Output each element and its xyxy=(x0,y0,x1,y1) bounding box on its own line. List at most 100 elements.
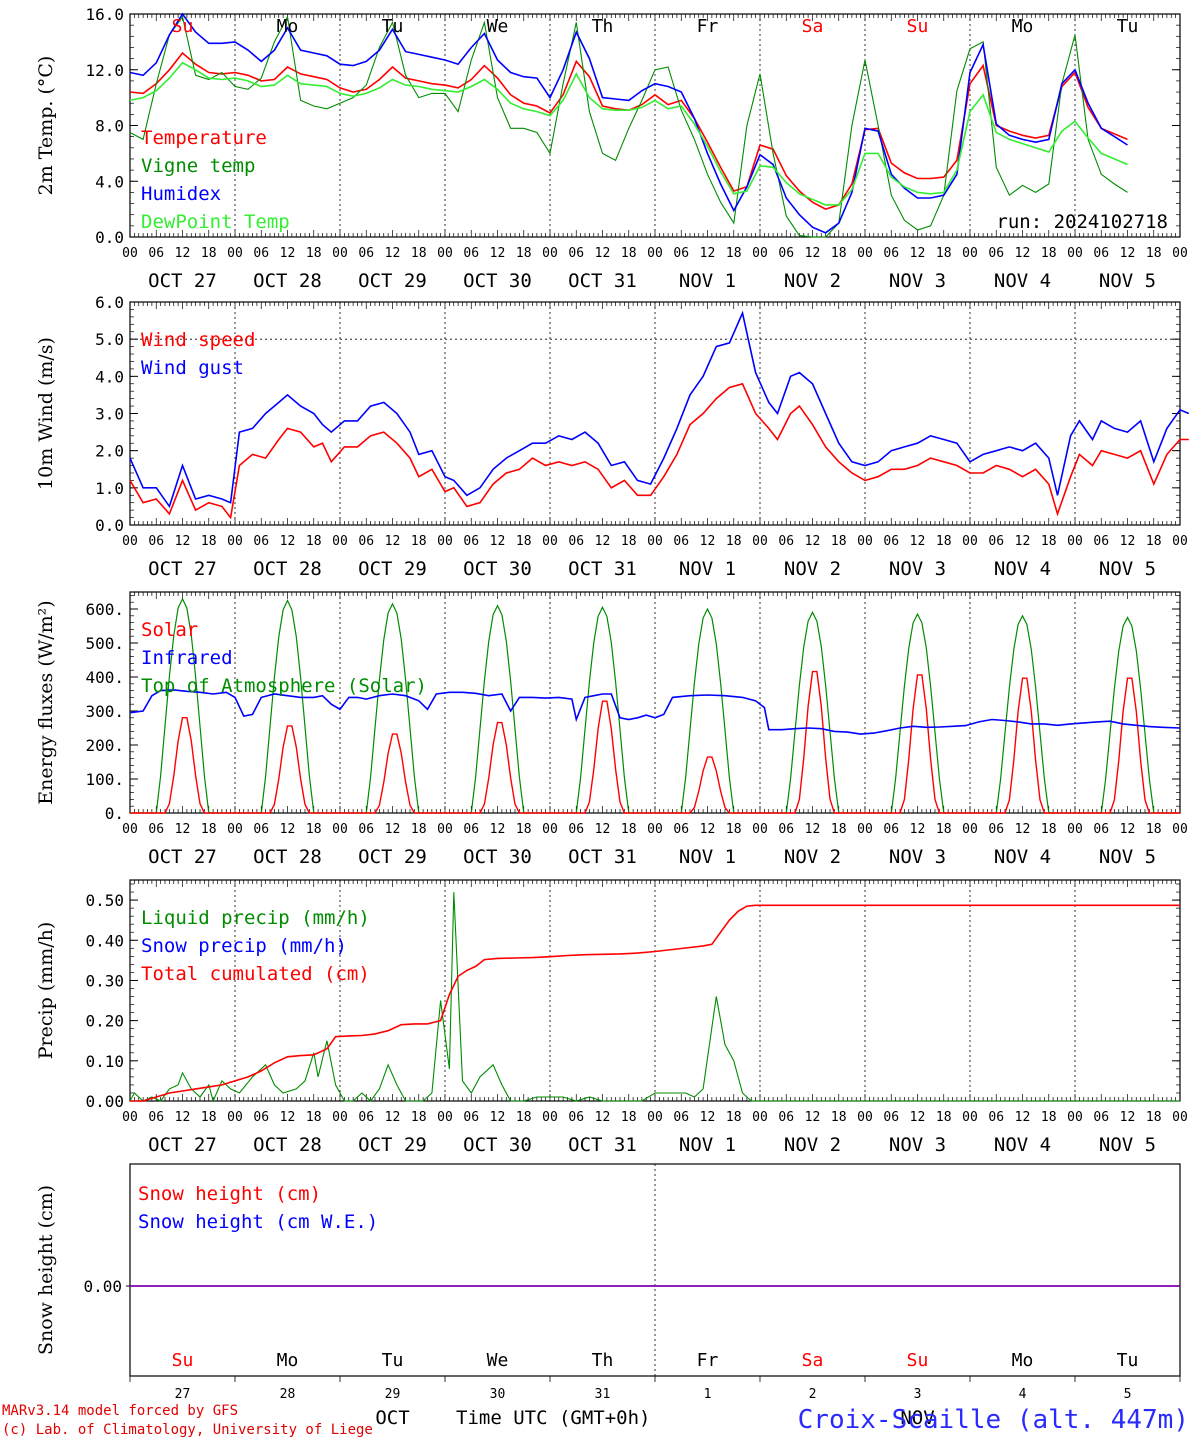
hour-label: 12 xyxy=(1120,534,1136,549)
y-tick-label: 600. xyxy=(85,600,124,619)
legend-entry: Wind speed xyxy=(141,329,255,351)
date-label: OCT 29 xyxy=(358,1134,427,1156)
hour-label: 12 xyxy=(595,822,611,837)
hour-label: 12 xyxy=(175,822,191,837)
weekday-label: Su xyxy=(172,1350,194,1371)
weekday-label: Mo xyxy=(277,1350,299,1371)
hour-label: 00 xyxy=(1067,246,1083,261)
hour-label: 18 xyxy=(726,822,742,837)
date-label: NOV 1 xyxy=(679,558,736,580)
hour-label: 06 xyxy=(148,1110,164,1125)
hour-label: 00 xyxy=(332,822,348,837)
legend-entry: Humidex xyxy=(141,183,221,205)
date-label: OCT 31 xyxy=(568,270,637,292)
hour-label: 06 xyxy=(883,822,899,837)
hour-label: 06 xyxy=(463,1110,479,1125)
hour-label: 18 xyxy=(201,534,217,549)
hour-label: 00 xyxy=(1067,534,1083,549)
date-label: NOV 1 xyxy=(679,846,736,868)
y-tick-label: 8.0 xyxy=(95,117,124,136)
hour-label: 00 xyxy=(122,246,138,261)
series-total-cumulated-cm- xyxy=(130,904,1180,1102)
panel-4: 0.00 0.10 0.20 0.30 0.40 0.50 Precip (mm/h) Liq… xyxy=(35,879,1188,1156)
hour-label: 06 xyxy=(463,534,479,549)
y-tick-label: 100. xyxy=(85,770,124,789)
weekday-label: Mo xyxy=(1012,16,1034,37)
day-number: 27 xyxy=(175,1387,191,1402)
weekday-label: Sa xyxy=(802,1350,824,1371)
y-tick-label: 0.0 xyxy=(95,228,124,247)
hour-label: 00 xyxy=(437,534,453,549)
weekday-label: Fr xyxy=(697,16,719,37)
y-tick-label: 4.0 xyxy=(95,172,124,191)
hour-label: 12 xyxy=(490,1110,506,1125)
hour-label: 00 xyxy=(227,534,243,549)
weekday-label: Su xyxy=(907,1350,929,1371)
series-vigne-temp xyxy=(129,15,1128,238)
y-tick-label: 0.40 xyxy=(85,931,124,950)
hour-label: 18 xyxy=(1146,534,1162,549)
day-number: 30 xyxy=(490,1387,506,1402)
hour-label: 00 xyxy=(542,1110,558,1125)
hour-label: 12 xyxy=(700,246,716,261)
hour-label: 12 xyxy=(175,534,191,549)
hour-label: 18 xyxy=(1041,822,1057,837)
hour-label: 06 xyxy=(883,246,899,261)
hour-label: 00 xyxy=(962,822,978,837)
date-label: OCT 28 xyxy=(253,558,322,580)
hour-label: 06 xyxy=(568,822,584,837)
hour-label: 00 xyxy=(227,822,243,837)
weekday-label: Su xyxy=(907,16,929,37)
hour-label: 06 xyxy=(778,246,794,261)
date-label: NOV 2 xyxy=(784,846,841,868)
series-infrared xyxy=(129,689,1181,735)
hour-label: 12 xyxy=(280,822,296,837)
hour-label: 00 xyxy=(227,1110,243,1125)
hour-label: 00 xyxy=(857,822,873,837)
date-label: OCT 28 xyxy=(253,1134,322,1156)
hour-label: 18 xyxy=(936,534,952,549)
hour-label: 00 xyxy=(437,822,453,837)
day-number: 2 xyxy=(809,1387,817,1402)
hour-label: 12 xyxy=(385,1110,401,1125)
hour-label: 00 xyxy=(857,1110,873,1125)
hour-label: 18 xyxy=(306,534,322,549)
series-solar xyxy=(130,670,1180,814)
hour-label: 06 xyxy=(1093,534,1109,549)
hour-label: 18 xyxy=(516,534,532,549)
date-label: OCT 30 xyxy=(463,1134,532,1156)
legend-entry: Vigne temp xyxy=(141,155,255,177)
y-tick-label: 6.0 xyxy=(95,293,124,312)
date-label: NOV 3 xyxy=(889,1134,946,1156)
hour-label: 12 xyxy=(805,1110,821,1125)
hour-label: 06 xyxy=(358,246,374,261)
hour-label: 00 xyxy=(122,1110,138,1125)
hour-label: 18 xyxy=(306,1110,322,1125)
hour-label: 06 xyxy=(673,822,689,837)
hour-label: 06 xyxy=(1093,1110,1109,1125)
hour-label: 00 xyxy=(1067,822,1083,837)
hour-label: 06 xyxy=(463,822,479,837)
hour-label: 12 xyxy=(1120,246,1136,261)
hour-label: 18 xyxy=(411,1110,427,1125)
day-number: 1 xyxy=(704,1387,712,1402)
y-axis-label: 10m Wind (m/s) xyxy=(35,337,57,490)
hour-label: 00 xyxy=(542,534,558,549)
date-label: OCT 27 xyxy=(148,270,217,292)
hour-label: 18 xyxy=(1041,246,1057,261)
date-label: NOV 4 xyxy=(994,1134,1051,1156)
legend-entry: Top of Atmosphere (Solar) xyxy=(141,675,427,697)
day-number: 29 xyxy=(385,1387,401,1402)
y-tick-label: 0.00 xyxy=(83,1277,122,1296)
y-tick-label: 3.0 xyxy=(95,405,124,424)
day-number: 4 xyxy=(1019,1387,1027,1402)
hour-label: 00 xyxy=(962,1110,978,1125)
date-label: OCT 29 xyxy=(358,270,427,292)
hour-label: 18 xyxy=(201,822,217,837)
hour-label: 12 xyxy=(490,246,506,261)
hour-label: 06 xyxy=(1093,822,1109,837)
hour-label: 18 xyxy=(516,822,532,837)
hour-label: 12 xyxy=(700,534,716,549)
hour-label: 06 xyxy=(988,822,1004,837)
